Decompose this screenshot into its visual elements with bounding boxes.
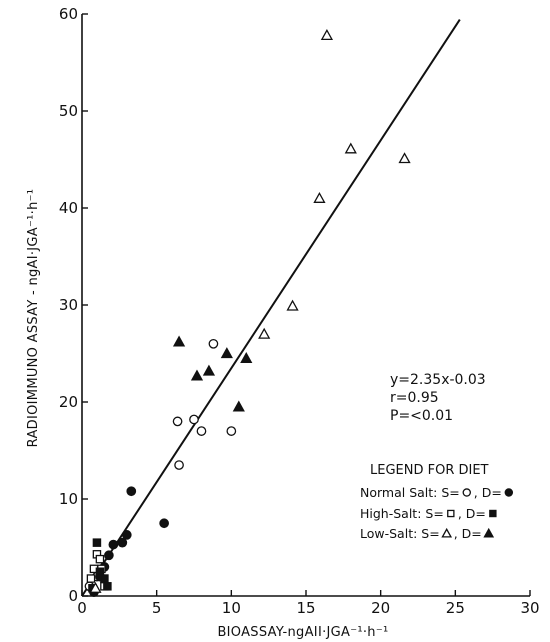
data-point-circle-filled: [117, 537, 128, 548]
data-point-circle-filled: [126, 486, 137, 497]
legend-marker-circle-filled: [504, 488, 514, 497]
data-point-triangle-open: [320, 29, 334, 40]
legend-entry-separator: , D=: [458, 506, 486, 521]
data-point-triangle-open: [398, 152, 411, 164]
data-point-triangle-open: [286, 299, 299, 311]
data-point-circle-open: [196, 426, 207, 436]
legend-entry: High-Salt: S= , D=: [360, 506, 497, 521]
y-tick-label: 40: [59, 199, 78, 217]
ticks: 0 5 10 15 20 25 30 0 10 20 30 40 50 60: [59, 5, 540, 617]
data-point-triangle-open: [313, 191, 326, 203]
legend-marker-triangle-filled: [483, 527, 495, 538]
data-point-circle-open: [208, 338, 219, 349]
data-point-circle-open: [189, 414, 199, 425]
legend-entry-separator: , D=: [474, 485, 502, 500]
data-point-circle-filled: [121, 530, 132, 540]
regression-annotations: y=2.35x-0.03 r=0.95 P=<0.01: [390, 372, 486, 424]
data-point-square-open: [86, 574, 96, 583]
data-point-square-filled: [103, 582, 112, 591]
data-point-square-filled: [95, 567, 105, 577]
y-tick-label: 50: [59, 102, 78, 120]
x-tick-label: 5: [152, 599, 162, 617]
y-tick-label: 10: [59, 490, 78, 508]
data-point-triangle-filled: [202, 364, 216, 376]
x-tick-label: 0: [77, 599, 87, 617]
y-tick-label: 60: [59, 5, 78, 23]
x-tick-label: 25: [446, 599, 465, 617]
data-point-square-filled: [92, 538, 102, 547]
data-point-circle-filled: [159, 518, 169, 529]
data-point-triangle-filled: [190, 369, 204, 381]
legend-entry-label: Low-Salt: S=: [360, 526, 440, 541]
regression-line: [81, 19, 461, 597]
y-tick-label: 20: [59, 393, 78, 411]
annotation-r: r=0.95: [390, 390, 439, 406]
legend: LEGEND FOR DIET Normal Salt: S=, D=High-…: [360, 463, 514, 541]
data-point-triangle-open: [258, 327, 271, 339]
data-point-circle-open: [226, 426, 237, 436]
x-axis-label: BIOASSAY-ngAII·JGA⁻¹·h⁻¹: [217, 625, 388, 640]
legend-title: LEGEND FOR DIET: [370, 463, 489, 478]
legend-marker-triangle-open: [441, 527, 453, 538]
data-point-circle-filled: [104, 550, 114, 561]
x-tick-label: 15: [296, 599, 315, 617]
data-point-square-filled: [100, 574, 109, 583]
data-point-triangle-open: [89, 581, 102, 593]
x-tick-label: 30: [520, 599, 539, 617]
legend-entry-label: High-Salt: S=: [360, 506, 444, 521]
regression-line-group: [81, 19, 461, 597]
data-point-triangle-open: [344, 142, 357, 154]
legend-entry-separator: , D=: [454, 526, 482, 541]
y-tick-label: 30: [59, 296, 78, 314]
data-point-circle-open: [174, 460, 184, 470]
legend-entry-label: Normal Salt: S=: [360, 485, 460, 500]
data-points: [84, 29, 411, 597]
legend-marker-circle-open: [462, 488, 471, 497]
y-axis-label: RADIOIMMUNO ASSAY - ngAI·JGA⁻¹·h⁻¹: [26, 189, 41, 448]
annotation-equation: y=2.35x-0.03: [390, 372, 486, 388]
data-point-square-open: [95, 554, 105, 564]
annotation-p: P=<0.01: [390, 408, 453, 424]
data-point-triangle-filled: [220, 347, 233, 359]
legend-marker-square-filled: [489, 509, 497, 518]
x-tick-label: 10: [222, 599, 241, 617]
legend-entry: Normal Salt: S= , D=: [360, 485, 514, 500]
x-tick-label: 20: [371, 599, 390, 617]
legend-marker-square-open: [447, 509, 455, 518]
data-point-triangle-filled: [232, 400, 245, 412]
data-point-triangle-filled: [240, 352, 253, 364]
data-point-triangle-filled: [172, 335, 186, 347]
legend-entry: Low-Salt: S= , D=: [360, 526, 495, 541]
legend-rows: Normal Salt: S=, D=High-Salt: S=, D=Low-…: [360, 485, 514, 541]
data-point-circle-open: [172, 416, 183, 427]
y-tick-label: 0: [68, 587, 78, 605]
data-point-circle-filled: [108, 539, 119, 550]
